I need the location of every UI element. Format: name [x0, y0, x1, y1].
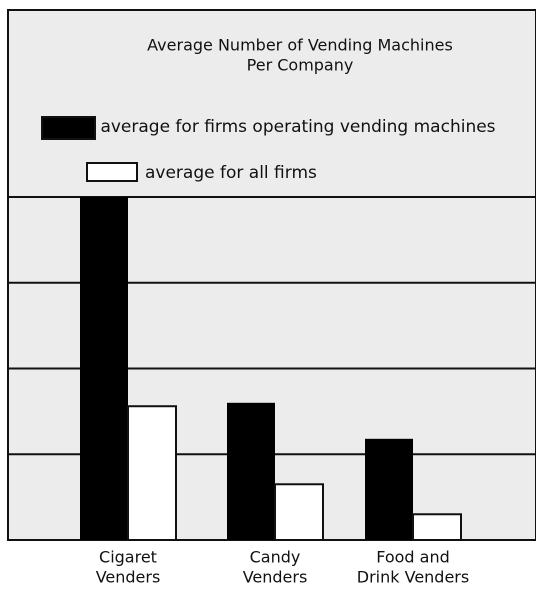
x-tick-label: Cigaret — [99, 548, 157, 567]
legend-label-box: average for firms operating vending mach… — [100, 118, 496, 137]
x-tick-label: Drink Venders — [357, 568, 469, 587]
bar — [127, 405, 177, 542]
legend-label: average for all firms — [145, 164, 317, 183]
bar — [227, 402, 275, 540]
chart-title: Per Company — [247, 56, 354, 75]
chart-title: Average Number of Vending Machines — [147, 36, 453, 55]
bar — [274, 483, 324, 542]
legend-swatch — [86, 162, 138, 182]
x-tick-label: Candy — [250, 548, 301, 567]
legend-label-box: average for all firms — [145, 164, 317, 183]
legend-label: average for firms operating vending mach… — [100, 118, 496, 137]
bar — [365, 438, 413, 540]
x-tick-label: Food and — [376, 548, 450, 567]
x-tick-label: Venders — [243, 568, 308, 587]
bar — [80, 197, 128, 540]
legend-swatch — [41, 116, 96, 140]
x-tick-label: Venders — [96, 568, 161, 587]
bar — [412, 513, 462, 542]
